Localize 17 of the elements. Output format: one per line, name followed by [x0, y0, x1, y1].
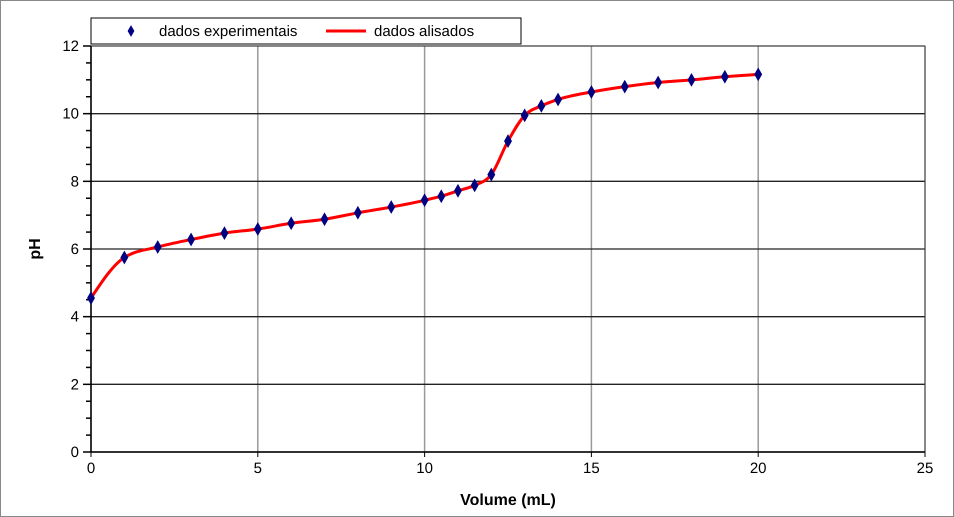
y-tick-label: 2: [70, 376, 79, 394]
x-tick-label: 25: [916, 460, 934, 477]
x-tick-label: 10: [416, 460, 433, 477]
y-tick-label: 0: [70, 444, 79, 461]
x-tick-label: 20: [750, 460, 767, 477]
x-axis-title: Volume (mL): [460, 492, 556, 509]
y-tick-label: 4: [70, 308, 79, 326]
x-tick-label: 15: [583, 460, 600, 477]
y-tick-label: 12: [62, 38, 79, 55]
y-tick-label: 8: [70, 173, 79, 190]
x-tick-label: 0: [86, 460, 96, 477]
y-axis-title: pH: [27, 238, 44, 260]
y-tick-label: 10: [62, 106, 79, 123]
y-tick-label: 6: [70, 241, 79, 258]
x-tick-label: 5: [254, 460, 262, 477]
legend-label: dados alisados: [374, 23, 474, 40]
legend-label: dados experimentais: [159, 23, 298, 40]
